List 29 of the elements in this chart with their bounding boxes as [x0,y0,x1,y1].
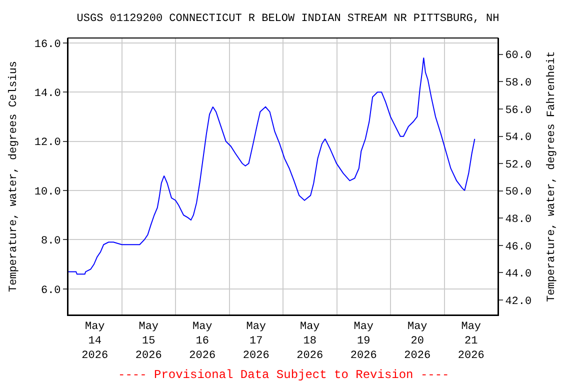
x-tick-label: May 18 2026 [296,321,324,362]
y2-tick-label: 52.0 [505,159,532,172]
y2-tick-label: 48.0 [505,214,532,226]
x-tick-label: May 21 2026 [458,321,484,362]
y2-tick-label: 54.0 [505,132,532,144]
x-tick-label: May 16 2026 [189,321,216,362]
text: ---- Provisional Data Subject to Revision ---- [118,368,450,382]
x-tick-label: May 20 2026 [404,321,431,362]
y-tick-label: 8.0 [40,236,61,248]
x-tick-label: May 14 2026 [82,321,108,362]
y2-axis-title: Temperature, water, degrees Fahrenheit [546,51,558,302]
y2-tick-label: 44.0 [505,268,532,281]
y2-tick-label: 58.0 [505,78,532,90]
y-tick-label: 12.0 [34,137,61,150]
y-tick-label: 6.0 [40,284,61,297]
y2-tick-label: 56.0 [505,104,532,117]
y2-tick-label: 50.0 [505,186,532,199]
y-axis-title: Temperature, water, degrees Celsius [8,60,20,292]
y-tick-label: 14.0 [34,88,61,100]
y2-tick-label: 42.0 [505,296,532,308]
chart-title: USGS 01129200 CONNECTICUT R BELOW INDIAN STREAM NR PITTSBURG, NH [76,13,500,26]
x-tick-label: May 15 2026 [135,321,162,362]
y2-tick-label: 60.0 [505,50,532,62]
y-tick-label: 16.0 [34,38,61,51]
line-series [68,57,476,275]
x-tick-label: May 17 2026 [242,321,270,362]
y2-tick-label: 46.0 [505,241,532,254]
y-tick-label: 10.0 [34,186,61,198]
x-tick-label: May 19 2026 [350,321,377,362]
